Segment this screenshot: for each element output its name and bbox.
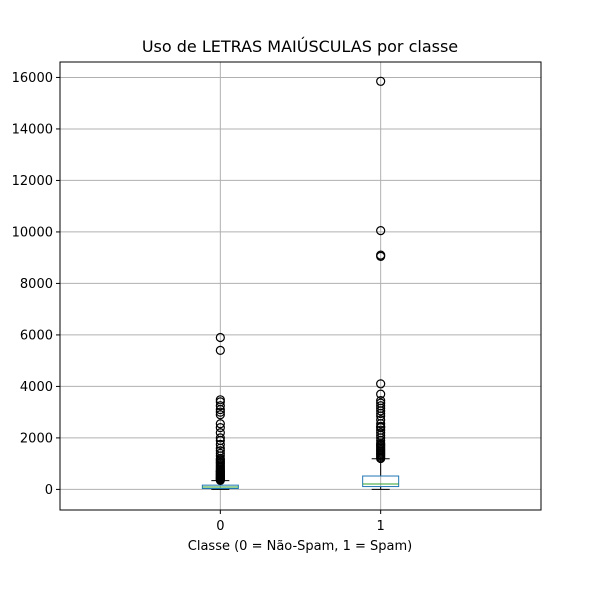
y-tick-label: 14000: [12, 122, 53, 137]
x-tick-label: 0: [216, 519, 224, 534]
outlier-point: [376, 395, 386, 406]
y-tick-label: 8000: [20, 277, 53, 292]
outlier-point: [215, 419, 225, 429]
tick-layer: 0 2000 4000 6000 8000 10000 12000 14000 16000 0 1: [12, 71, 385, 534]
y-tick-label: 10000: [12, 225, 53, 240]
outlier-point: [215, 407, 225, 417]
y-tick-label: 16000: [12, 71, 53, 86]
box-group: [362, 76, 400, 490]
y-tick-label: 12000: [12, 174, 53, 189]
outlier-point: [376, 401, 386, 411]
outlier-point: [215, 448, 225, 458]
outlier-point: [376, 76, 386, 86]
outlier-point: [376, 379, 386, 389]
x-tick-label: 1: [377, 519, 385, 534]
y-tick-label: 6000: [20, 328, 53, 343]
outlier-point: [376, 226, 386, 236]
outlier-point: [376, 415, 386, 425]
outlier-point: [215, 439, 225, 449]
outlier-point: [215, 345, 225, 355]
outlier-point: [376, 250, 386, 260]
y-tick-label: 4000: [20, 380, 53, 395]
outlier-point: [376, 389, 386, 399]
outlier-point: [376, 428, 386, 438]
plot-area-frame: [59, 61, 542, 511]
y-tick-label: 2000: [20, 431, 53, 446]
outlier-point: [215, 428, 225, 438]
outlier-point: [215, 401, 225, 411]
outlier-point: [376, 421, 386, 431]
outlier-point: [215, 446, 225, 456]
y-tick-label: 0: [45, 483, 53, 498]
x-axis-label: Classe (0 = Não-Spam, 1 = Spam): [188, 539, 412, 554]
grid-layer: [60, 62, 541, 510]
outlier-point: [376, 398, 386, 408]
box-layer: [201, 76, 400, 490]
outlier-point: [215, 423, 225, 433]
outlier-point: [376, 425, 386, 435]
outlier-point: [215, 410, 225, 420]
outlier-point: [215, 433, 225, 443]
box-group: [201, 332, 239, 490]
iqr-box: [362, 475, 400, 488]
outlier-point: [215, 332, 225, 343]
chart-title: Uso de LETRAS MAIÚSCULAS por classe: [142, 37, 458, 56]
outlier-point: [215, 395, 225, 405]
